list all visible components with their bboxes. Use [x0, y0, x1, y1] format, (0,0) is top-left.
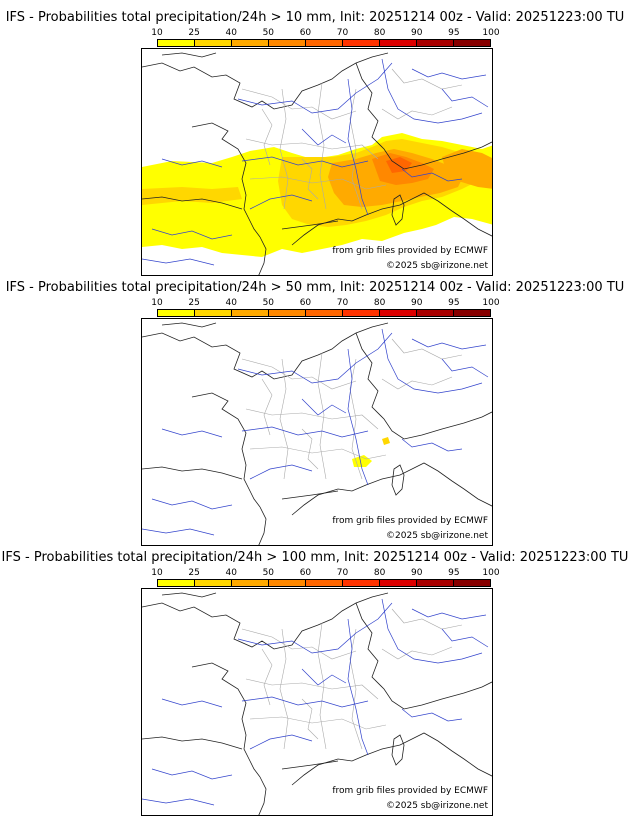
- copyright-note: ©2025 sb@irizone.net: [386, 531, 488, 541]
- colorbar-swatch: [232, 310, 269, 316]
- colorbar-tick: 100: [482, 298, 500, 308]
- colorbar-swatch: [454, 310, 490, 316]
- probability-shading: [142, 133, 492, 257]
- map-canvas: [142, 52, 492, 275]
- map-canvas: [142, 592, 492, 815]
- probability-shading: [352, 437, 390, 467]
- forecast-map: from grib files provided by ECMWF ©2025 …: [141, 48, 493, 276]
- colorbar-swatches: [157, 39, 491, 47]
- colorbar-tick: 95: [448, 28, 460, 38]
- colorbar-swatch: [158, 580, 195, 586]
- copyright-note: ©2025 sb@irizone.net: [386, 261, 488, 271]
- colorbar-ticks: 10 25 40 50 60 70 80 90 95 100: [151, 298, 499, 308]
- colorbar-tick: 25: [188, 28, 200, 38]
- colorbar-swatch: [306, 310, 343, 316]
- colorbar-swatch: [454, 40, 490, 46]
- colorbar-tick: 100: [482, 568, 500, 578]
- colorbar-tick: 100: [482, 28, 500, 38]
- colorbar-swatch: [269, 40, 306, 46]
- prob-band-25: [382, 437, 390, 445]
- colorbar-tick: 50: [262, 298, 275, 308]
- prob-band-40-east: [442, 149, 492, 189]
- panel-title: IFS - Probabilities total precipitation/…: [1, 550, 629, 565]
- map-canvas: [142, 322, 492, 545]
- colorbar-tick: 90: [411, 298, 423, 308]
- colorbar-tick: 70: [336, 568, 349, 578]
- colorbar-tick: 25: [188, 298, 200, 308]
- colorbar-swatch: [417, 310, 454, 316]
- colorbar-swatch: [306, 580, 343, 586]
- forecast-map: from grib files provided by ECMWF ©2025 …: [141, 588, 493, 816]
- colorbar-swatch: [380, 580, 417, 586]
- colorbar-swatch: [380, 40, 417, 46]
- colorbar-tick: 60: [299, 298, 312, 308]
- source-note: from grib files provided by ECMWF: [332, 516, 488, 526]
- colorbar-swatches: [157, 309, 491, 317]
- colorbar-tick: 40: [225, 28, 237, 38]
- colorbar-swatch: [158, 40, 195, 46]
- colorbar: 10 25 40 50 60 70 80 90 95 100: [151, 568, 500, 588]
- colorbar-tick: 60: [299, 28, 312, 38]
- colorbar-tick: 10: [151, 568, 163, 578]
- colorbar-swatch: [343, 580, 380, 586]
- colorbar-swatch: [195, 580, 232, 586]
- colorbar-swatch: [232, 40, 269, 46]
- colorbar-swatch: [269, 310, 306, 316]
- colorbar-tick: 95: [448, 298, 460, 308]
- colorbar-tick: 90: [411, 28, 423, 38]
- colorbar-swatch: [380, 310, 417, 316]
- colorbar-tick: 10: [151, 28, 163, 38]
- colorbar: 10 25 40 50 60 70 80 90 95 100: [151, 298, 500, 318]
- colorbar-swatch: [306, 40, 343, 46]
- colorbar-swatch: [269, 580, 306, 586]
- colorbar-swatch: [232, 580, 269, 586]
- colorbar-swatch: [195, 40, 232, 46]
- panel-10mm: IFS - Probabilities total precipitation/…: [0, 10, 630, 278]
- colorbar-tick: 25: [188, 568, 200, 578]
- colorbar-tick: 40: [225, 298, 237, 308]
- colorbar-tick: 80: [373, 568, 386, 578]
- colorbar-swatches: [157, 579, 491, 587]
- panel-50mm: IFS - Probabilities total precipitation/…: [0, 280, 630, 548]
- colorbar-tick: 10: [151, 298, 163, 308]
- panel-100mm: IFS - Probabilities total precipitation/…: [0, 550, 630, 818]
- colorbar-swatch: [343, 310, 380, 316]
- prob-band-25-west: [142, 187, 242, 205]
- forecast-map: from grib files provided by ECMWF ©2025 …: [141, 318, 493, 546]
- panel-title: IFS - Probabilities total precipitation/…: [5, 10, 625, 25]
- prob-band-10: [352, 455, 372, 467]
- colorbar-swatch: [417, 40, 454, 46]
- colorbar-tick: 95: [448, 568, 460, 578]
- colorbar-swatch: [417, 580, 454, 586]
- colorbar-tick: 40: [225, 568, 237, 578]
- colorbar-tick: 50: [262, 568, 275, 578]
- colorbar-tick: 80: [373, 28, 386, 38]
- colorbar-swatch: [343, 40, 380, 46]
- panel-title: IFS - Probabilities total precipitation/…: [5, 280, 625, 295]
- colorbar-tick: 50: [262, 28, 275, 38]
- source-note: from grib files provided by ECMWF: [332, 246, 488, 256]
- source-note: from grib files provided by ECMWF: [332, 786, 488, 796]
- colorbar-swatch: [454, 580, 490, 586]
- colorbar-tick: 80: [373, 298, 386, 308]
- copyright-note: ©2025 sb@irizone.net: [386, 801, 488, 811]
- colorbar: 10 25 40 50 60 70 80 90 95 100: [151, 28, 500, 48]
- colorbar-tick: 70: [336, 298, 349, 308]
- colorbar-ticks: 10 25 40 50 60 70 80 90 95 100: [151, 28, 499, 38]
- colorbar-ticks: 10 25 40 50 60 70 80 90 95 100: [151, 568, 499, 578]
- colorbar-swatch: [158, 310, 195, 316]
- colorbar-tick: 60: [299, 568, 312, 578]
- colorbar-tick: 90: [411, 568, 423, 578]
- colorbar-swatch: [195, 310, 232, 316]
- colorbar-tick: 70: [336, 28, 349, 38]
